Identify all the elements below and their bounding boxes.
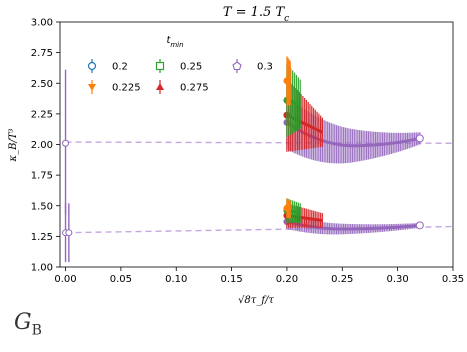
series-end-marker — [415, 221, 424, 230]
series-start-marker — [283, 204, 291, 212]
legend-marker — [156, 83, 164, 90]
series-line — [286, 121, 421, 148]
extrapolated-marker — [62, 139, 70, 147]
legend-marker — [155, 61, 165, 71]
series-start-marker — [283, 77, 291, 85]
y-tick-label: 2.75 — [31, 48, 53, 59]
series-0.225-lower — [283, 198, 291, 218]
y-axis-label: κ_B/T³ — [8, 129, 19, 163]
x-tick-label: 0.00 — [54, 274, 76, 285]
x-tick-label: 0.15 — [220, 274, 242, 285]
x-axis-label: √8τ_f/τ — [238, 295, 274, 306]
y-tick-label: 3.00 — [31, 18, 53, 29]
y-tick-label: 1.00 — [31, 263, 53, 274]
figure-caption: GB — [14, 310, 42, 338]
points-layer — [62, 69, 73, 263]
legend-marker — [232, 61, 242, 71]
x-tick-label: 0.10 — [165, 274, 187, 285]
legend-entry: 0.3 — [232, 59, 273, 73]
y-tick-label: 2.25 — [31, 109, 53, 120]
legend-label: 0.25 — [180, 62, 202, 73]
legend-entry: 0.225 — [88, 80, 141, 94]
legend-label: 0.2 — [112, 62, 128, 73]
legend-entry: 0.25 — [155, 59, 202, 73]
legend-marker — [87, 61, 97, 71]
extrapolated-point — [62, 69, 70, 215]
series-end-marker — [415, 134, 424, 143]
legend-entry: 0.2 — [87, 59, 128, 73]
y-ticks: 1.00 1.25 1.50 1.75 2.00 2.25 2.50 2.75 3.00 — [31, 18, 60, 274]
legend-entry: 0.275 — [156, 80, 209, 94]
caption-subscript: B — [31, 322, 42, 339]
legend-marker — [88, 84, 96, 91]
x-ticks: 0.00 0.05 0.10 0.15 0.20 0.25 0.30 0.35 — [54, 267, 464, 285]
chart-title: T = 1.5 Tc — [223, 5, 289, 24]
y-tick-label: 1.75 — [31, 171, 53, 182]
series-line — [286, 220, 420, 231]
chart: 0.00 0.05 0.10 0.15 0.20 0.25 0.30 0.35 1.00 1.2… — [8, 5, 464, 306]
y-tick-label: 2.50 — [31, 79, 53, 90]
legend-label: 0.225 — [112, 83, 141, 94]
x-tick-label: 0.05 — [110, 274, 132, 285]
y-tick-label: 1.25 — [31, 232, 53, 243]
x-tick-label: 0.30 — [387, 274, 409, 285]
y-tick-label: 1.50 — [31, 201, 53, 212]
series-0.225-upper — [283, 56, 292, 106]
legend-label: 0.275 — [180, 83, 209, 94]
x-tick-label: 0.35 — [442, 274, 464, 285]
extrapolated-marker — [65, 229, 73, 237]
x-tick-label: 0.25 — [331, 274, 353, 285]
caption-main: G — [14, 310, 32, 335]
extrapolated-point — [65, 203, 73, 263]
series-layer — [283, 56, 424, 235]
x-tick-label: 0.20 — [276, 274, 298, 285]
legend-title-subscript: min — [170, 41, 183, 49]
y-tick-label: 2.00 — [31, 140, 53, 151]
legend-label: 0.3 — [257, 62, 273, 73]
